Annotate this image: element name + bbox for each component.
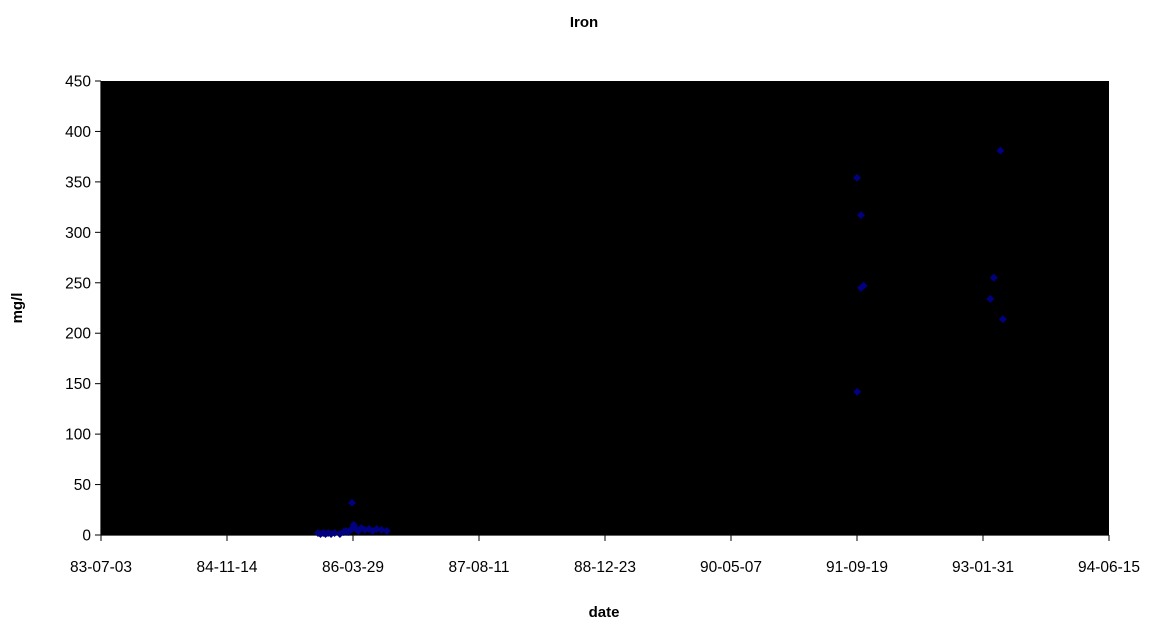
y-tick-label: 100 <box>65 427 91 444</box>
data-point <box>853 173 861 182</box>
x-tick-label: 91-09-19 <box>826 559 888 576</box>
y-tick-label: 400 <box>65 124 91 141</box>
y-tick-label: 450 <box>65 74 91 91</box>
data-point <box>857 211 866 220</box>
x-tick-label: 94-06-15 <box>1078 559 1140 576</box>
x-axis-ticks: 83-07-03 84-11-14 86-03-29 87-08-11 88-12-23… <box>70 535 1140 576</box>
y-axis-ticks: 0 50 100 150 200 250 300 350 400 450 <box>65 74 101 545</box>
data-point <box>853 387 862 396</box>
data-points <box>313 146 1007 538</box>
y-tick-label: 350 <box>65 174 91 191</box>
data-point <box>347 498 356 507</box>
chart-title: Iron <box>570 14 598 31</box>
data-point <box>986 294 995 303</box>
y-tick-label: 0 <box>82 528 91 545</box>
x-tick-label: 88-12-23 <box>574 559 636 576</box>
data-point <box>382 526 391 535</box>
y-axis-label: mg/l <box>9 293 26 324</box>
data-point <box>377 525 386 534</box>
data-point <box>996 146 1005 155</box>
x-tick-label: 87-08-11 <box>449 559 510 576</box>
data-point <box>859 281 868 290</box>
y-tick-label: 250 <box>65 275 91 292</box>
data-point <box>346 525 355 534</box>
y-tick-label: 300 <box>65 225 91 242</box>
y-tick-label: 200 <box>65 326 91 343</box>
plot-area <box>101 81 1109 535</box>
data-point <box>330 528 339 537</box>
x-tick-label: 93-01-31 <box>952 559 1014 576</box>
x-tick-label: 83-07-03 <box>70 559 132 576</box>
x-axis-label: date <box>589 604 620 621</box>
x-tick-label: 90-05-07 <box>700 559 762 576</box>
x-tick-label: 84-11-14 <box>197 559 258 576</box>
data-point <box>989 273 998 282</box>
x-tick-label: 86-03-29 <box>322 559 384 576</box>
y-tick-label: 150 <box>65 376 91 393</box>
y-tick-label: 50 <box>74 477 92 494</box>
data-point <box>998 315 1007 324</box>
